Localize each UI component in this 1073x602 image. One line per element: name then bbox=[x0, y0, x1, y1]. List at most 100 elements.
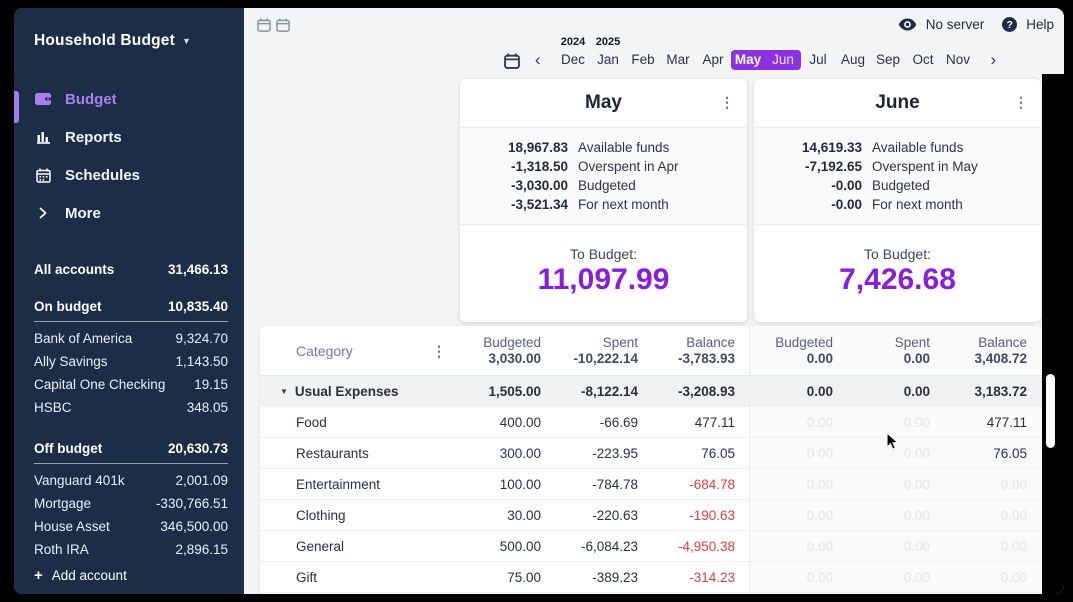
month-cell-aug[interactable]: Aug bbox=[840, 52, 866, 67]
spent-cell[interactable]: 0.00 bbox=[903, 383, 930, 399]
budgeted-cell[interactable]: 0.00 bbox=[806, 445, 833, 461]
spent-cell[interactable]: -8,122.14 bbox=[580, 383, 638, 399]
month-cell-sep[interactable]: Sep bbox=[875, 52, 901, 67]
budget-file-switcher[interactable]: Household Budget ▼ bbox=[34, 32, 228, 50]
vertical-scrollbar[interactable] bbox=[1046, 374, 1055, 448]
budgeted-cell[interactable]: 30.00 bbox=[507, 507, 541, 523]
sidebar-item-budget[interactable]: Budget bbox=[34, 80, 228, 118]
budgeted-cell[interactable]: 300.00 bbox=[499, 445, 541, 461]
all-accounts-row[interactable]: All accounts 31,466.13 bbox=[34, 262, 228, 277]
expand-months-icon[interactable] bbox=[276, 18, 290, 32]
spent-cell[interactable]: -784.78 bbox=[592, 476, 638, 492]
help-label[interactable]: Help bbox=[1026, 17, 1054, 32]
month-cell-jul[interactable]: Jul bbox=[809, 52, 827, 67]
account-row[interactable]: Vanguard 401k 2,001.09 bbox=[34, 469, 228, 492]
budgeted-cell[interactable]: 0.00 bbox=[806, 476, 833, 492]
category-cell[interactable]: Clothing bbox=[296, 507, 346, 523]
spent-cell[interactable]: -389.23 bbox=[592, 569, 638, 585]
account-row[interactable]: Bank of America 9,324.70 bbox=[34, 327, 228, 350]
account-row[interactable]: House Asset 346,500.00 bbox=[34, 515, 228, 538]
budgeted-cell[interactable]: 0.00 bbox=[806, 569, 833, 585]
table-row-general[interactable]: General 500.00 -6,084.23 -4,950.38 0.00 … bbox=[260, 531, 1042, 562]
category-cell[interactable]: Gift bbox=[296, 569, 318, 585]
spent-cell[interactable]: 0.00 bbox=[903, 538, 930, 554]
table-row-restaurants[interactable]: Restaurants 300.00 -223.95 76.05 0.00 0.… bbox=[260, 438, 1042, 469]
spent-cell[interactable]: -6,084.23 bbox=[580, 538, 638, 554]
collapse-triangle-icon[interactable]: ▼ bbox=[280, 386, 288, 396]
category-cell[interactable]: Restaurants bbox=[296, 445, 369, 461]
account-row[interactable]: Capital One Checking 19.15 bbox=[34, 373, 228, 396]
category-column-header[interactable]: Category ⋮ bbox=[296, 342, 446, 359]
category-cell[interactable]: Entertainment bbox=[296, 476, 381, 492]
on-budget-header[interactable]: On budget 10,835.40 bbox=[34, 299, 228, 322]
may-balance-header[interactable]: Balance -3,783.93 bbox=[652, 326, 749, 375]
off-budget-header[interactable]: Off budget 20,630.73 bbox=[34, 441, 228, 464]
budgeted-cell[interactable]: 0.00 bbox=[806, 507, 833, 523]
budgeted-cell[interactable]: 75.00 bbox=[507, 569, 541, 585]
next-month-chevron[interactable]: › bbox=[990, 50, 997, 69]
to-budget-amount[interactable]: 7,426.68 bbox=[839, 263, 956, 296]
spent-cell[interactable]: 0.00 bbox=[903, 476, 930, 492]
month-menu-icon[interactable]: ⋮ bbox=[720, 94, 734, 110]
budgeted-cell[interactable]: 400.00 bbox=[499, 414, 541, 430]
balance-cell[interactable]: -4,950.38 bbox=[677, 538, 735, 554]
budgeted-cell[interactable]: 0.00 bbox=[806, 538, 833, 554]
spent-cell[interactable]: -220.63 bbox=[592, 507, 638, 523]
table-row-entertainment[interactable]: Entertainment 100.00 -784.78 -684.78 0.0… bbox=[260, 469, 1042, 500]
month-cell-dec[interactable]: 2024 Dec bbox=[556, 36, 591, 70]
balance-cell[interactable]: 76.05 bbox=[993, 445, 1027, 461]
june-budgeted-header[interactable]: Budgeted 0.00 bbox=[750, 326, 847, 375]
table-row-gift[interactable]: Gift 75.00 -389.23 -314.23 0.00 0.00 0.0… bbox=[260, 562, 1042, 593]
month-cell-oct[interactable]: Oct bbox=[912, 52, 934, 67]
balance-cell[interactable]: 477.11 bbox=[986, 414, 1027, 430]
previous-month-chevron[interactable]: ‹ bbox=[534, 50, 541, 69]
budgeted-cell[interactable]: 500.00 bbox=[499, 538, 541, 554]
server-status[interactable]: No server bbox=[925, 17, 985, 32]
june-spent-header[interactable]: Spent 0.00 bbox=[847, 326, 944, 375]
balance-cell[interactable]: -314.23 bbox=[689, 569, 735, 585]
account-row[interactable]: Roth IRA 2,896.15 bbox=[34, 538, 228, 561]
spent-cell[interactable]: -223.95 bbox=[592, 445, 638, 461]
budgeted-cell[interactable]: 0.00 bbox=[806, 414, 833, 430]
balance-cell[interactable]: 76.05 bbox=[701, 445, 735, 461]
to-budget-amount[interactable]: 11,097.99 bbox=[537, 263, 670, 296]
table-row-food[interactable]: Food 400.00 -66.69 477.11 0.00 0.00 477.… bbox=[260, 407, 1042, 438]
balance-cell[interactable]: 0.00 bbox=[1000, 569, 1027, 585]
balance-cell[interactable]: -190.63 bbox=[689, 507, 735, 523]
spent-cell[interactable]: -66.69 bbox=[599, 414, 638, 430]
table-row-clothing[interactable]: Clothing 30.00 -220.63 -190.63 0.00 0.00… bbox=[260, 500, 1042, 531]
balance-cell[interactable]: 3,183.72 bbox=[974, 383, 1027, 399]
balance-cell[interactable]: -684.78 bbox=[689, 476, 735, 492]
balance-cell[interactable]: 0.00 bbox=[1000, 476, 1027, 492]
category-group-cell[interactable]: ▼ Usual Expenses bbox=[280, 383, 399, 399]
sidebar-item-reports[interactable]: Reports bbox=[34, 118, 228, 156]
help-icon[interactable]: ? bbox=[1002, 17, 1018, 32]
category-cell[interactable]: General bbox=[296, 538, 345, 554]
privacy-eye-icon[interactable] bbox=[898, 18, 917, 31]
month-cell-mar[interactable]: Mar bbox=[666, 52, 690, 67]
budgeted-cell[interactable]: 100.00 bbox=[499, 476, 541, 492]
month-cell-may-selected[interactable]: May bbox=[730, 36, 766, 70]
account-row[interactable]: HSBC 348.05 bbox=[34, 396, 228, 419]
month-cell-apr[interactable]: Apr bbox=[702, 52, 724, 67]
balance-cell[interactable]: 0.00 bbox=[1000, 507, 1027, 523]
category-cell[interactable]: Food bbox=[296, 414, 327, 430]
balance-cell[interactable]: -3,208.93 bbox=[677, 383, 735, 399]
spent-cell[interactable]: 0.00 bbox=[903, 507, 930, 523]
month-cell-jan[interactable]: 2025 Jan bbox=[591, 36, 626, 70]
table-row-group-usual-expenses[interactable]: ▼ Usual Expenses 1,505.00 -8,122.14 -3,20… bbox=[260, 376, 1042, 407]
june-balance-header[interactable]: Balance 3,408.72 bbox=[944, 326, 1041, 375]
may-spent-header[interactable]: Spent -10,222.14 bbox=[555, 326, 652, 375]
account-row[interactable]: Mortgage -330,766.51 bbox=[34, 492, 228, 515]
category-menu-icon[interactable]: ⋮ bbox=[432, 343, 446, 359]
month-cell-nov[interactable]: Nov bbox=[945, 52, 970, 67]
month-cell-jun-selected[interactable]: Jun bbox=[765, 36, 801, 70]
account-row[interactable]: Ally Savings 1,143.50 bbox=[34, 350, 228, 373]
collapse-months-icon[interactable] bbox=[257, 18, 271, 32]
spent-cell[interactable]: 0.00 bbox=[903, 414, 930, 430]
budgeted-cell[interactable]: 0.00 bbox=[806, 383, 833, 399]
calendar-icon[interactable] bbox=[503, 53, 520, 70]
sidebar-item-more[interactable]: More bbox=[34, 194, 228, 232]
month-cell-feb[interactable]: Feb bbox=[631, 52, 655, 67]
budgeted-cell[interactable]: 1,505.00 bbox=[488, 383, 541, 399]
